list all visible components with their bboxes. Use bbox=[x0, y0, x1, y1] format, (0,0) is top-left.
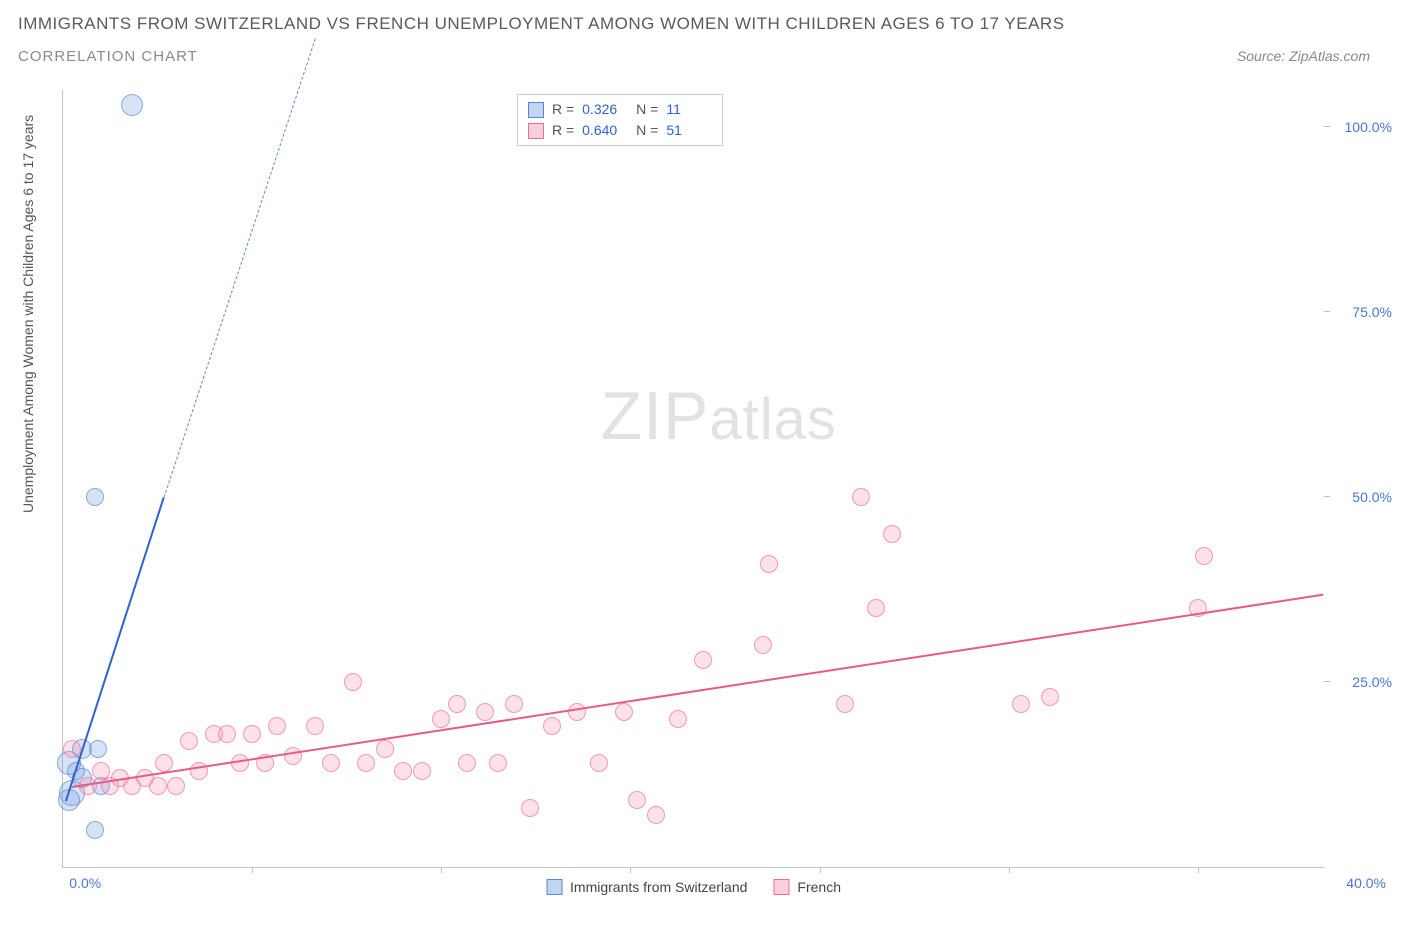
y-tick-mark bbox=[1324, 496, 1330, 497]
data-point bbox=[322, 754, 340, 772]
data-point bbox=[155, 754, 173, 772]
x-tick-mark bbox=[630, 867, 631, 873]
y-tick-mark bbox=[1324, 126, 1330, 127]
data-point bbox=[669, 710, 687, 728]
data-point bbox=[1012, 695, 1030, 713]
trend-line bbox=[65, 498, 165, 802]
stat-value: 0.640 bbox=[582, 120, 628, 141]
stat-label: R = bbox=[552, 99, 574, 120]
data-point bbox=[836, 695, 854, 713]
x-tick-mark bbox=[1009, 867, 1010, 873]
data-point bbox=[505, 695, 523, 713]
data-point bbox=[63, 740, 81, 758]
data-point bbox=[89, 740, 107, 758]
data-point bbox=[754, 636, 772, 654]
data-point bbox=[86, 488, 104, 506]
y-tick-mark bbox=[1324, 681, 1330, 682]
data-point bbox=[628, 791, 646, 809]
stat-label: R = bbox=[552, 120, 574, 141]
source-label: Source: ZipAtlas.com bbox=[1237, 48, 1388, 64]
data-point bbox=[284, 747, 302, 765]
data-point bbox=[86, 821, 104, 839]
stat-label: N = bbox=[636, 120, 658, 141]
y-tick-label: 50.0% bbox=[1352, 489, 1392, 505]
data-point bbox=[476, 703, 494, 721]
data-point bbox=[883, 525, 901, 543]
trend-line bbox=[72, 593, 1324, 788]
y-axis-label: Unemployment Among Women with Children A… bbox=[20, 493, 36, 513]
chart-subtitle: CORRELATION CHART bbox=[18, 48, 198, 65]
legend-item: French bbox=[773, 879, 841, 895]
swatch-pink-icon bbox=[773, 879, 789, 895]
legend-label: French bbox=[797, 879, 841, 895]
data-point bbox=[243, 725, 261, 743]
x-tick-mark bbox=[441, 867, 442, 873]
y-tick-label: 100.0% bbox=[1345, 119, 1392, 135]
data-point bbox=[647, 806, 665, 824]
bottom-legend: Immigrants from Switzerland French bbox=[546, 879, 841, 895]
data-point bbox=[590, 754, 608, 772]
stats-legend-box: R = 0.326 N = 11 R = 0.640 N = 51 bbox=[517, 94, 723, 146]
data-point bbox=[180, 732, 198, 750]
swatch-blue-icon bbox=[546, 879, 562, 895]
stat-label: N = bbox=[636, 99, 658, 120]
swatch-blue-icon bbox=[528, 102, 544, 118]
y-tick-label: 75.0% bbox=[1352, 304, 1392, 320]
data-point bbox=[694, 651, 712, 669]
x-tick-mark bbox=[252, 867, 253, 873]
data-point bbox=[852, 488, 870, 506]
data-point bbox=[376, 740, 394, 758]
data-point bbox=[394, 762, 412, 780]
watermark-atlas: atlas bbox=[709, 387, 837, 452]
y-tick-label: 25.0% bbox=[1352, 674, 1392, 690]
data-point bbox=[760, 555, 778, 573]
legend-item: Immigrants from Switzerland bbox=[546, 879, 747, 895]
data-point bbox=[149, 777, 167, 795]
swatch-pink-icon bbox=[528, 123, 544, 139]
plot-area: ZIPatlas R = 0.326 N = 11 R = 0.640 N = … bbox=[62, 90, 1324, 868]
x-tick-mark bbox=[1198, 867, 1199, 873]
x-tick-mark bbox=[820, 867, 821, 873]
data-point bbox=[489, 754, 507, 772]
x-tick-label: 40.0% bbox=[1346, 875, 1386, 891]
data-point bbox=[568, 703, 586, 721]
trend-line-dashed bbox=[163, 39, 315, 498]
data-point bbox=[458, 754, 476, 772]
y-tick-mark bbox=[1324, 311, 1330, 312]
data-point bbox=[357, 754, 375, 772]
chart-container: Unemployment Among Women with Children A… bbox=[18, 90, 1394, 916]
data-point bbox=[1195, 547, 1213, 565]
data-point bbox=[615, 703, 633, 721]
stat-value: 11 bbox=[666, 99, 712, 120]
stat-value: 51 bbox=[666, 120, 712, 141]
stats-row: R = 0.640 N = 51 bbox=[528, 120, 712, 141]
data-point bbox=[448, 695, 466, 713]
page-title: IMMIGRANTS FROM SWITZERLAND VS FRENCH UN… bbox=[18, 14, 1388, 34]
legend-label: Immigrants from Switzerland bbox=[570, 879, 747, 895]
data-point bbox=[121, 94, 143, 116]
data-point bbox=[521, 799, 539, 817]
data-point bbox=[344, 673, 362, 691]
data-point bbox=[1041, 688, 1059, 706]
data-point bbox=[867, 599, 885, 617]
data-point bbox=[413, 762, 431, 780]
data-point bbox=[268, 717, 286, 735]
data-point bbox=[543, 717, 561, 735]
x-tick-label: 0.0% bbox=[69, 875, 101, 891]
data-point bbox=[167, 777, 185, 795]
data-point bbox=[432, 710, 450, 728]
watermark-zip: ZIP bbox=[601, 378, 710, 454]
stat-value: 0.326 bbox=[582, 99, 628, 120]
stats-row: R = 0.326 N = 11 bbox=[528, 99, 712, 120]
data-point bbox=[218, 725, 236, 743]
watermark: ZIPatlas bbox=[601, 377, 837, 455]
data-point bbox=[306, 717, 324, 735]
